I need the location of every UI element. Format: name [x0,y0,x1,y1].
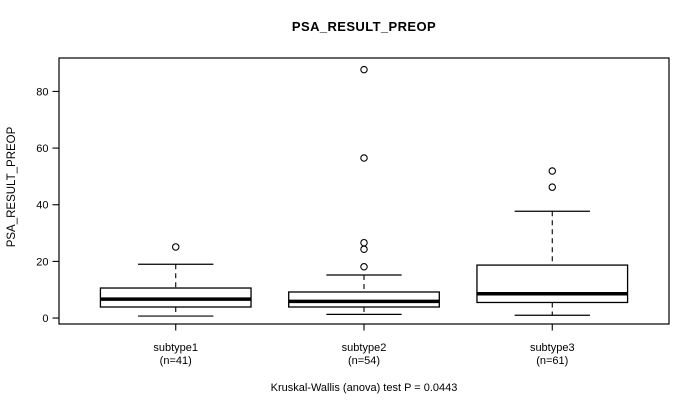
outlier-point [171,243,180,251]
x-category-count-label: (n=54) [348,355,380,367]
iqr-box [476,264,629,304]
outlier-point [360,245,368,253]
outlier-point [548,183,557,191]
y-axis-tick-label: 60 [36,143,48,155]
outlier-point [548,167,557,175]
iqr-box [288,291,440,308]
y-axis-tick-label: 80 [36,86,48,98]
x-category-label: subtype1 [153,342,198,354]
x-category-count-label: (n=61) [536,355,568,367]
x-category-count-label: (n=41) [160,355,192,367]
outlier-point [360,154,368,162]
y-axis-tick-label: 20 [36,256,48,268]
x-category-label: subtype3 [530,342,575,354]
chart-title: PSA_RESULT_PREOP [291,19,437,34]
outlier-point [360,263,368,271]
outlier-point [360,65,368,74]
y-axis-tick-label: 0 [42,313,48,325]
outlier-point [360,238,368,247]
x-category-label: subtype2 [342,342,387,354]
y-axis-tick-label: 40 [36,200,48,212]
statistical-test-caption: Kruskal-Wallis (anova) test P = 0.0443 [270,382,458,394]
